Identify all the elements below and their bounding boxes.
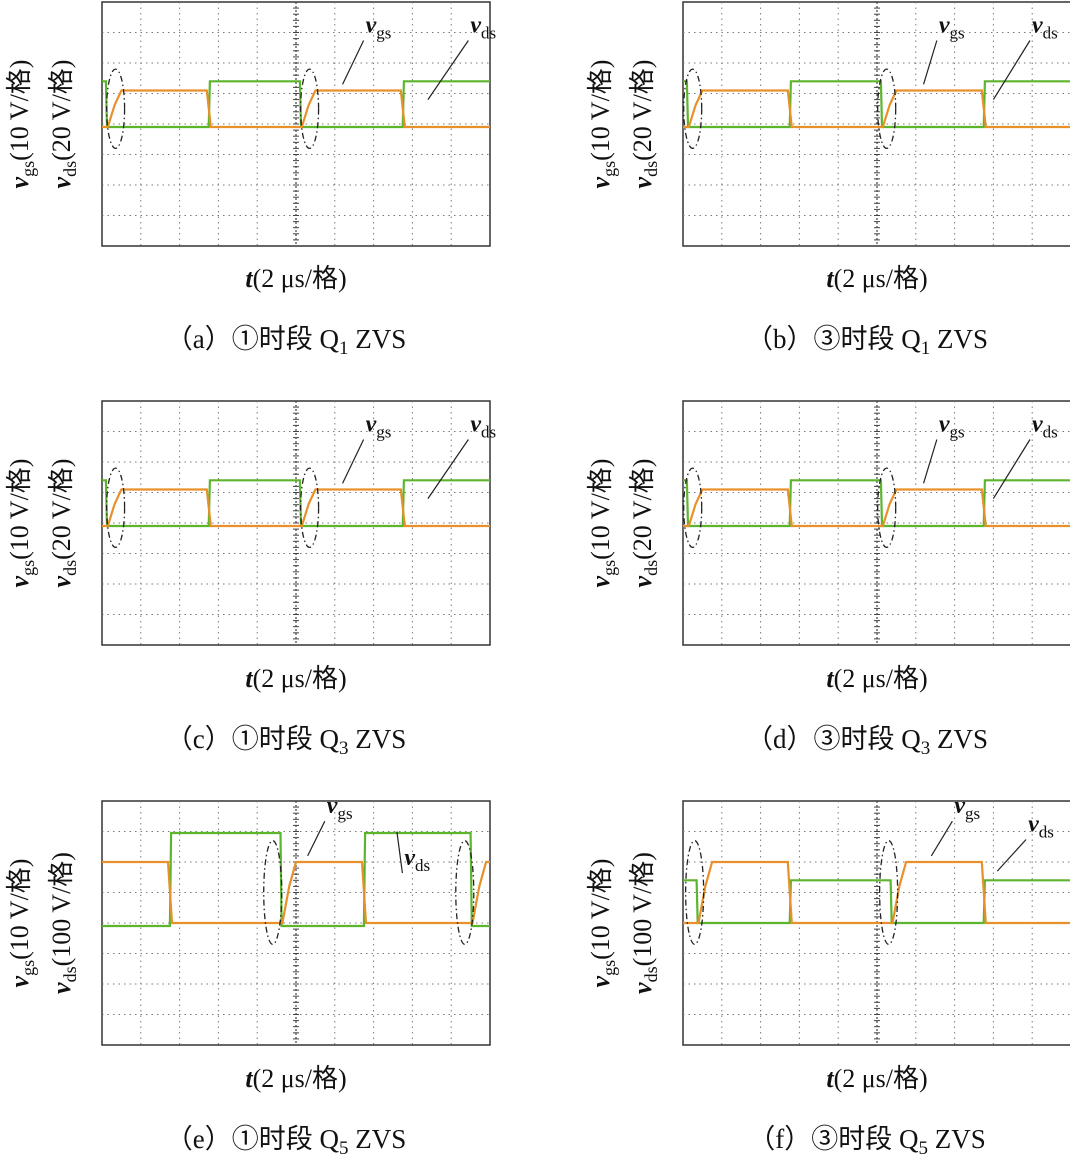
vgs-leader-line <box>342 439 365 484</box>
vgs-trace <box>102 488 490 528</box>
scope-panel-6: vgs vds vgs(10 V/格) vds(100 V/格) t(2 μs/格) （f… <box>586 793 1070 1159</box>
zvs-marker-ellipse <box>683 68 703 150</box>
zvs-marker-ellipse <box>878 840 899 946</box>
ylabel-vds: vds(20 V/格) <box>47 459 80 588</box>
vds-leader-line <box>996 839 1027 872</box>
vgs-leader-line <box>922 40 938 85</box>
vgs-trace-label: vgs <box>366 13 392 43</box>
vds-leader-line <box>396 831 403 874</box>
ylabel-vds: vds(100 V/格) <box>628 852 661 994</box>
zvs-marker-ellipse <box>877 68 897 150</box>
vds-trace-label: vds <box>1032 412 1058 442</box>
vgs-trace-label: vgs <box>954 793 980 823</box>
vds-trace-label: vds <box>1032 13 1058 43</box>
scope-panel-3: vgs vds vgs(10 V/格) vds(20 V/格) t(2 μs/格) （c）… <box>5 400 496 759</box>
ylabel-vgs: vgs(10 V/格) <box>586 459 619 588</box>
scope-panel-4: vgs vds vgs(10 V/格) vds(20 V/格) t(2 μs/格) （d）… <box>586 400 1070 759</box>
xlabel: t(2 μs/格) <box>826 1064 927 1093</box>
panel-caption: （d）③时段 Q3 ZVS <box>746 724 988 759</box>
panel-caption: （a）①时段 Q1 ZVS <box>166 324 407 359</box>
ylabel-vgs: vgs(10 V/格) <box>5 60 38 189</box>
ylabel-vgs: vgs(10 V/格) <box>586 859 619 988</box>
ylabel-vgs: vgs(10 V/格) <box>5 859 38 988</box>
xlabel: t(2 μs/格) <box>826 264 927 293</box>
scope-panel-1: vgs vds vgs(10 V/格) vds(20 V/格) t(2 μs/格) （a）… <box>5 1 496 359</box>
zvs-marker-ellipse <box>105 68 126 150</box>
vgs-trace-label: vgs <box>366 412 392 442</box>
ylabel-vgs: vgs(10 V/格) <box>5 459 38 588</box>
vds-trace <box>102 831 490 928</box>
vgs-trace <box>102 89 490 129</box>
ylabel-vgs: vgs(10 V/格) <box>586 60 619 189</box>
scope-panel-5: vgs vds vgs(10 V/格) vds(100 V/格) t(2 μs/格) （e… <box>5 793 491 1159</box>
vgs-trace <box>102 860 490 925</box>
panel-caption: （f）③时段 Q5 ZVS <box>748 1124 986 1159</box>
zvs-marker-ellipse <box>299 467 320 549</box>
vgs-leader-line <box>930 820 953 857</box>
vds-leader-line <box>992 40 1031 100</box>
ylabel-vds: vds(100 V/格) <box>47 852 80 994</box>
panel-caption: （b）③时段 Q1 ZVS <box>746 324 988 359</box>
zvs-marker-ellipse <box>299 68 320 150</box>
xlabel: t(2 μs/格) <box>245 664 346 693</box>
xlabel: t(2 μs/格) <box>245 264 346 293</box>
panel-caption: （c）①时段 Q3 ZVS <box>166 724 407 759</box>
vds-trace-label: vds <box>470 412 496 442</box>
vgs-trace-label: vgs <box>939 13 965 43</box>
vds-trace-label: vds <box>470 13 496 43</box>
vgs-trace-label: vgs <box>327 793 353 823</box>
ylabel-vds: vds(20 V/格) <box>47 60 80 189</box>
vgs-trace <box>683 488 1070 528</box>
ylabel-vds: vds(20 V/格) <box>628 459 661 588</box>
vgs-leader-line <box>307 820 326 857</box>
zvs-marker-ellipse <box>263 840 283 946</box>
zvs-marker-ellipse <box>877 467 897 549</box>
vgs-leader-line <box>922 439 938 484</box>
zvs-marker-ellipse <box>684 840 705 946</box>
panel-caption: （e）①时段 Q5 ZVS <box>166 1124 407 1159</box>
vds-leader-line <box>427 40 469 100</box>
vds-trace-label: vds <box>404 845 430 875</box>
ylabel-vds: vds(20 V/格) <box>628 60 661 189</box>
zvs-marker-ellipse <box>683 467 703 549</box>
vds-leader-line <box>992 439 1031 499</box>
vgs-leader-line <box>342 40 365 85</box>
zvs-marker-ellipse <box>455 840 475 946</box>
xlabel: t(2 μs/格) <box>826 664 927 693</box>
vds-trace-label: vds <box>1028 812 1054 842</box>
vgs-trace-label: vgs <box>939 412 965 442</box>
vgs-trace <box>683 89 1070 129</box>
vds-leader-line <box>427 439 469 499</box>
xlabel: t(2 μs/格) <box>245 1064 346 1093</box>
zvs-marker-ellipse <box>105 467 126 549</box>
scope-panel-2: vgs vds vgs(10 V/格) vds(20 V/格) t(2 μs/格) （b）… <box>586 1 1070 359</box>
